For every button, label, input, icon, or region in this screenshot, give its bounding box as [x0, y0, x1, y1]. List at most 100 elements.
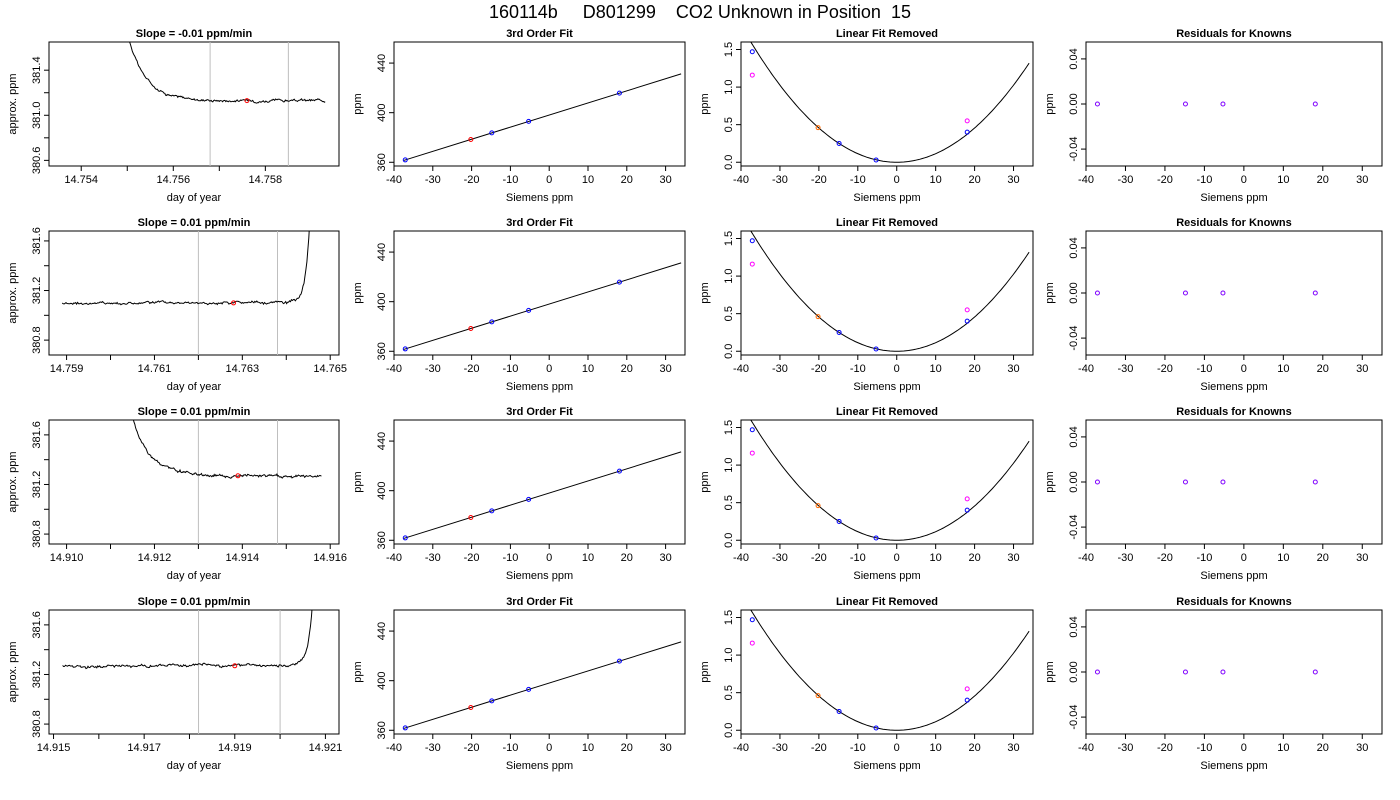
residuals-r3: Residuals for Knowns -40 -30 -20 -10 0 10 20 30 -… [1044, 406, 1383, 582]
linear-removed-r3-x-tick-label: -20 [811, 552, 827, 564]
cubic-fit-r4-y-tick-label: 440 [376, 622, 388, 640]
linear-removed-r4-y-tick-label: 0.5 [723, 685, 735, 700]
cubic-fit-r1-title: 3rd Order Fit [506, 28, 573, 40]
linear-removed-r1-x-tick-label: -40 [733, 174, 749, 186]
linear-removed-r3-raw-point [749, 450, 755, 456]
linear-removed-r1-y-tick-label: 1.5 [723, 42, 735, 57]
linear-removed-r3-known-point [836, 518, 842, 524]
linear-removed-r1-x-tick-label: 10 [930, 174, 942, 186]
linear-removed-r3-x-tick-label: -10 [850, 552, 866, 564]
timeseries-r1-y-tick-label: 381.4 [31, 56, 43, 84]
cubic-fit-r2-x-tick-label: 20 [621, 363, 633, 375]
linear-removed-r3-x-tick-label: 30 [1007, 552, 1019, 564]
linear-removed-r2-x-tick-label: 20 [968, 363, 980, 375]
residuals-r2-x-tick-label: -40 [1078, 363, 1094, 375]
linear-removed-r4-unknown-point [815, 693, 821, 699]
residuals-r4-x-tick-label: 30 [1356, 742, 1368, 754]
residuals-r4-x-tick-label: 20 [1317, 742, 1329, 754]
timeseries-r4-trace [62, 610, 313, 670]
linear-removed-r4-x-tick-label: 0 [894, 742, 900, 754]
timeseries-r2-y-tick-label: 381.2 [31, 277, 43, 305]
linear-removed-r1-x-tick-label: -30 [772, 174, 788, 186]
linear-removed-r1-plot-box [740, 41, 1034, 167]
residuals-r1: Residuals for Knowns -40 -30 -20 -10 0 10 20 30 -… [1044, 28, 1383, 204]
cubic-fit-r4-x-label: Siemens ppm [506, 760, 573, 772]
cubic-fit-r1-x-tick-label: 0 [546, 174, 552, 186]
residuals-r3-x-tick-label: 0 [1241, 552, 1247, 564]
residuals-r1-y-tick-label: -0.04 [1068, 137, 1080, 162]
linear-removed-r3-y-tick-label: 1.0 [723, 457, 735, 472]
timeseries-r2-y-label: approx. ppm [7, 262, 19, 323]
residuals-r3-residual-point [1312, 479, 1318, 485]
cubic-fit-r2-known-point [402, 346, 408, 352]
timeseries-r4-mean-marker [232, 663, 238, 669]
linear-removed-r3: Linear Fit Removed -40 -30 -20 -10 0 10 20 30 0.0… [699, 406, 1034, 582]
linear-removed-r3-x-tick-label: -40 [733, 552, 749, 564]
timeseries-r4-x-tick-label: 14.917 [127, 742, 161, 754]
timeseries-r2-title: Slope = 0.01 ppm/min [138, 217, 251, 229]
residuals-r2-x-tick-label: 0 [1241, 363, 1247, 375]
residuals-r1-y-tick-label: 0.00 [1068, 93, 1080, 114]
linear-removed-r4-x-tick-label: -20 [811, 742, 827, 754]
linear-removed-r3-curve [750, 419, 1030, 541]
timeseries-r3-y-tick-label: 381.6 [31, 421, 43, 449]
cubic-fit-r4: 3rd Order Fit -40 -30 -20 -10 0 10 20 30 360 400 44… [352, 596, 686, 772]
timeseries-r3-x-tick-label: 14.914 [226, 552, 260, 564]
cubic-fit-r3-x-tick-label: 0 [546, 552, 552, 564]
cubic-fit-r3-x-label: Siemens ppm [506, 570, 573, 582]
residuals-r3-residual-point [1182, 479, 1188, 485]
linear-removed-r4-y-label: ppm [699, 661, 711, 682]
cubic-fit-r1-x-tick-label: 20 [621, 174, 633, 186]
cubic-fit-r2-y-tick-label: 400 [376, 293, 388, 311]
linear-removed-r4-plot-box [740, 609, 1034, 735]
cubic-fit-r4-fit-line [403, 641, 682, 729]
residuals-r1-plot-box [1085, 41, 1383, 167]
linear-removed-r2-x-tick-label: -10 [850, 363, 866, 375]
linear-removed-r2-x-tick-label: -40 [733, 363, 749, 375]
residuals-r1-y-tick-label: 0.04 [1068, 48, 1080, 69]
linear-removed-r3-known-point [964, 507, 970, 513]
linear-removed-r3-x-label: Siemens ppm [853, 570, 920, 582]
linear-removed-r2-x-tick-label: 30 [1007, 363, 1019, 375]
residuals-r2-x-tick-label: -30 [1118, 363, 1134, 375]
cubic-fit-r2-x-tick-label: -30 [425, 363, 441, 375]
timeseries-r1-x-label: day of year [167, 192, 222, 204]
linear-removed-r1: Linear Fit Removed -40 -30 -20 -10 0 10 20 30 0.0… [699, 28, 1034, 204]
residuals-r1-x-tick-label: 0 [1241, 174, 1247, 186]
residuals-r4-x-tick-label: -20 [1157, 742, 1173, 754]
timeseries-r2-x-label: day of year [167, 381, 222, 393]
linear-removed-r3-x-tick-label: 0 [894, 552, 900, 564]
timeseries-r3-plot-box [48, 419, 340, 545]
cubic-fit-r3-y-tick-label: 400 [376, 482, 388, 500]
residuals-r4-plot-box [1085, 609, 1383, 735]
cubic-fit-r1-x-tick-label: -30 [425, 174, 441, 186]
linear-removed-r4-raw-point [749, 640, 755, 646]
linear-removed-r4: Linear Fit Removed -40 -30 -20 -10 0 10 20 30 0.0… [699, 596, 1034, 772]
timeseries-r2-plot-box [48, 230, 340, 356]
linear-removed-r1-y-tick-label: 0.0 [723, 155, 735, 170]
timeseries-r2-x-tick-label: 14.759 [50, 363, 84, 375]
residuals-r2-x-tick-label: 30 [1356, 363, 1368, 375]
cubic-fit-r1: 3rd Order Fit -40 -30 -20 -10 0 10 20 30 360 400 44… [352, 28, 686, 204]
residuals-r3-x-tick-label: -30 [1118, 552, 1134, 564]
linear-removed-r1-known-point [836, 140, 842, 146]
residuals-r3-x-tick-label: -10 [1196, 552, 1212, 564]
timeseries-r4-x-tick-label: 14.915 [37, 742, 71, 754]
residuals-r1-residual-point [1220, 101, 1226, 107]
linear-removed-r1-known-point [964, 129, 970, 135]
residuals-r2-residual-point [1182, 290, 1188, 296]
timeseries-r2-x-tick-label: 14.765 [313, 363, 347, 375]
timeseries-r4: Slope = 0.01 ppm/min 14.915 14.917 14.919 14… [7, 596, 342, 772]
residuals-r4-y-tick-label: 0.04 [1068, 616, 1080, 637]
residuals-r3-x-label: Siemens ppm [1200, 570, 1267, 582]
cubic-fit-r4-x-tick-label: -30 [425, 742, 441, 754]
cubic-fit-r3-y-tick-label: 440 [376, 432, 388, 450]
linear-removed-r2-raw-point [749, 261, 755, 267]
linear-removed-r1-x-tick-label: 20 [968, 174, 980, 186]
linear-removed-r2-known-point [873, 346, 879, 352]
linear-removed-r2-known-point [836, 329, 842, 335]
residuals-r4-title: Residuals for Knowns [1176, 596, 1292, 608]
cubic-fit-r2: 3rd Order Fit -40 -30 -20 -10 0 10 20 30 360 400 44… [352, 217, 686, 393]
cubic-fit-r2-x-tick-label: -40 [386, 363, 402, 375]
cubic-fit-r4-x-tick-label: 0 [546, 742, 552, 754]
